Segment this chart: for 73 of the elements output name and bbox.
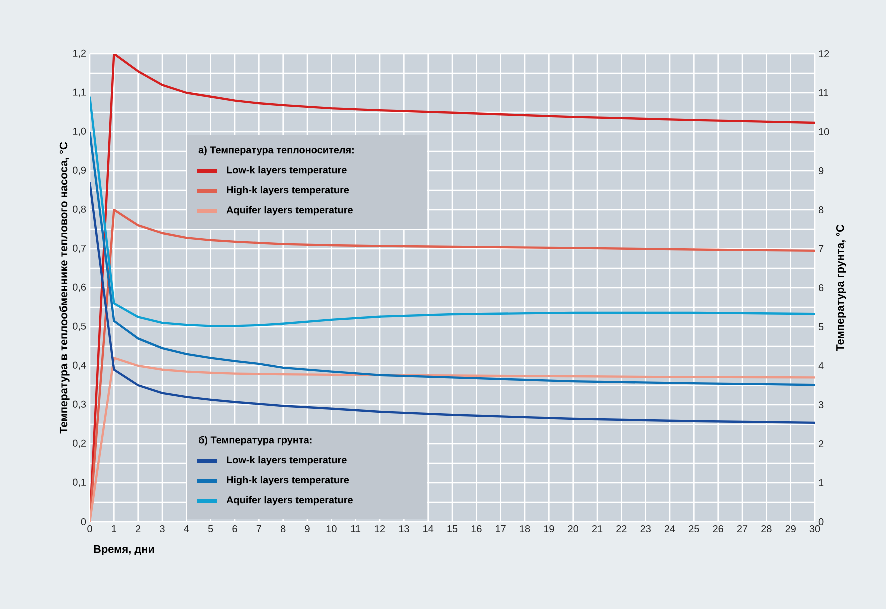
y-tick-label: 0,1 xyxy=(73,478,86,488)
legend-label: Low-k layers temperature xyxy=(227,456,347,466)
x-tick-label: 26 xyxy=(713,526,724,533)
x-tick-label: 18 xyxy=(520,526,530,533)
x-tick-label: 23 xyxy=(640,526,651,533)
y-axis-title: Температура в теплообменнике теплового насоса, °С xyxy=(59,142,70,434)
y-tick-label: 0,8 xyxy=(73,206,86,214)
legend-label: High-k layers temperature xyxy=(227,186,350,196)
legend-label: Aquifer layers temperature xyxy=(226,206,353,216)
line-series xyxy=(90,54,816,522)
y-tick-label: 0,9 xyxy=(73,166,86,176)
line-series xyxy=(90,357,816,522)
x-tick-label: 24 xyxy=(664,526,676,532)
legend-label: Aquifer layers temperature xyxy=(226,496,353,506)
x-tick-label: 16 xyxy=(472,526,482,533)
x-tick-label: 12 xyxy=(375,526,386,532)
x-tick-label: 8 xyxy=(281,526,286,533)
y-tick-label: 0,4 xyxy=(73,362,86,370)
x-tick-label: 17 xyxy=(496,526,506,532)
y2-tick-label: 10 xyxy=(819,128,830,136)
x-tick-label: 30 xyxy=(810,526,820,533)
x-tick-label: 6 xyxy=(232,526,238,533)
y-tick-label: 0,3 xyxy=(73,400,86,410)
annotation: б) Температура грунта: xyxy=(198,436,312,446)
legend-label: High-k layers temperature xyxy=(227,476,350,486)
y-tick-label: 1,0 xyxy=(73,128,86,136)
y2-tick-label: 8 xyxy=(818,206,824,214)
y2-tick-label: 7 xyxy=(819,246,824,252)
y2-tick-label: 5 xyxy=(818,324,824,330)
y-tick-label: 0 xyxy=(81,518,86,526)
x-tick-label: 27 xyxy=(737,526,748,532)
x-axis-title: Время, дни xyxy=(94,546,154,556)
x-tick-label: 22 xyxy=(616,526,627,532)
x-tick-label: 7 xyxy=(256,526,262,532)
x-tick-label: 11 xyxy=(351,526,361,532)
y2-axis-title: Температура грунта, °С xyxy=(836,224,846,352)
x-tick-label: 1 xyxy=(112,526,116,532)
x-tick-label: 10 xyxy=(326,526,337,533)
line-series xyxy=(90,130,816,386)
x-tick-label: 25 xyxy=(689,526,700,533)
x-tick-label: 0 xyxy=(88,526,92,533)
x-tick-label: 28 xyxy=(762,526,772,533)
annotation: а) Температура теплоносителя: xyxy=(198,146,354,156)
y2-tick-label: 3 xyxy=(818,401,824,409)
x-tick-label: 2 xyxy=(136,526,141,532)
y-tick-label: 0,2 xyxy=(73,440,86,448)
y2-tick-label: 6 xyxy=(819,284,824,292)
y2-tick-label: 4 xyxy=(818,362,824,370)
x-tick-label: 3 xyxy=(160,526,165,533)
x-tick-label: 9 xyxy=(305,526,310,533)
y-tick-label: 1,2 xyxy=(73,50,86,58)
x-tick-label: 13 xyxy=(399,526,410,533)
y-tick-label: 0,6 xyxy=(73,284,86,292)
x-tick-label: 15 xyxy=(448,526,458,532)
y-tick-label: 1,1 xyxy=(73,88,86,98)
x-tick-label: 19 xyxy=(544,526,554,533)
y2-tick-label: 12 xyxy=(819,50,830,58)
y2-tick-label: 2 xyxy=(819,440,824,448)
x-tick-label: 4 xyxy=(184,526,190,532)
line-series xyxy=(90,182,816,424)
legend-label: Low-k layers temperature xyxy=(227,166,347,176)
x-tick-label: 5 xyxy=(208,526,214,532)
y-tick-label: 0,7 xyxy=(73,244,86,254)
y2-tick-label: 1 xyxy=(819,480,824,486)
y2-tick-label: 9 xyxy=(818,167,824,175)
x-tick-label: 21 xyxy=(592,526,603,532)
x-tick-label: 14 xyxy=(424,526,434,532)
y-tick-label: 0,5 xyxy=(73,322,86,332)
x-tick-label: 29 xyxy=(786,526,796,533)
y2-tick-label: 11 xyxy=(819,90,828,96)
line-series xyxy=(90,96,816,328)
x-tick-label: 20 xyxy=(568,526,578,533)
y2-tick-label: 0 xyxy=(818,518,824,526)
